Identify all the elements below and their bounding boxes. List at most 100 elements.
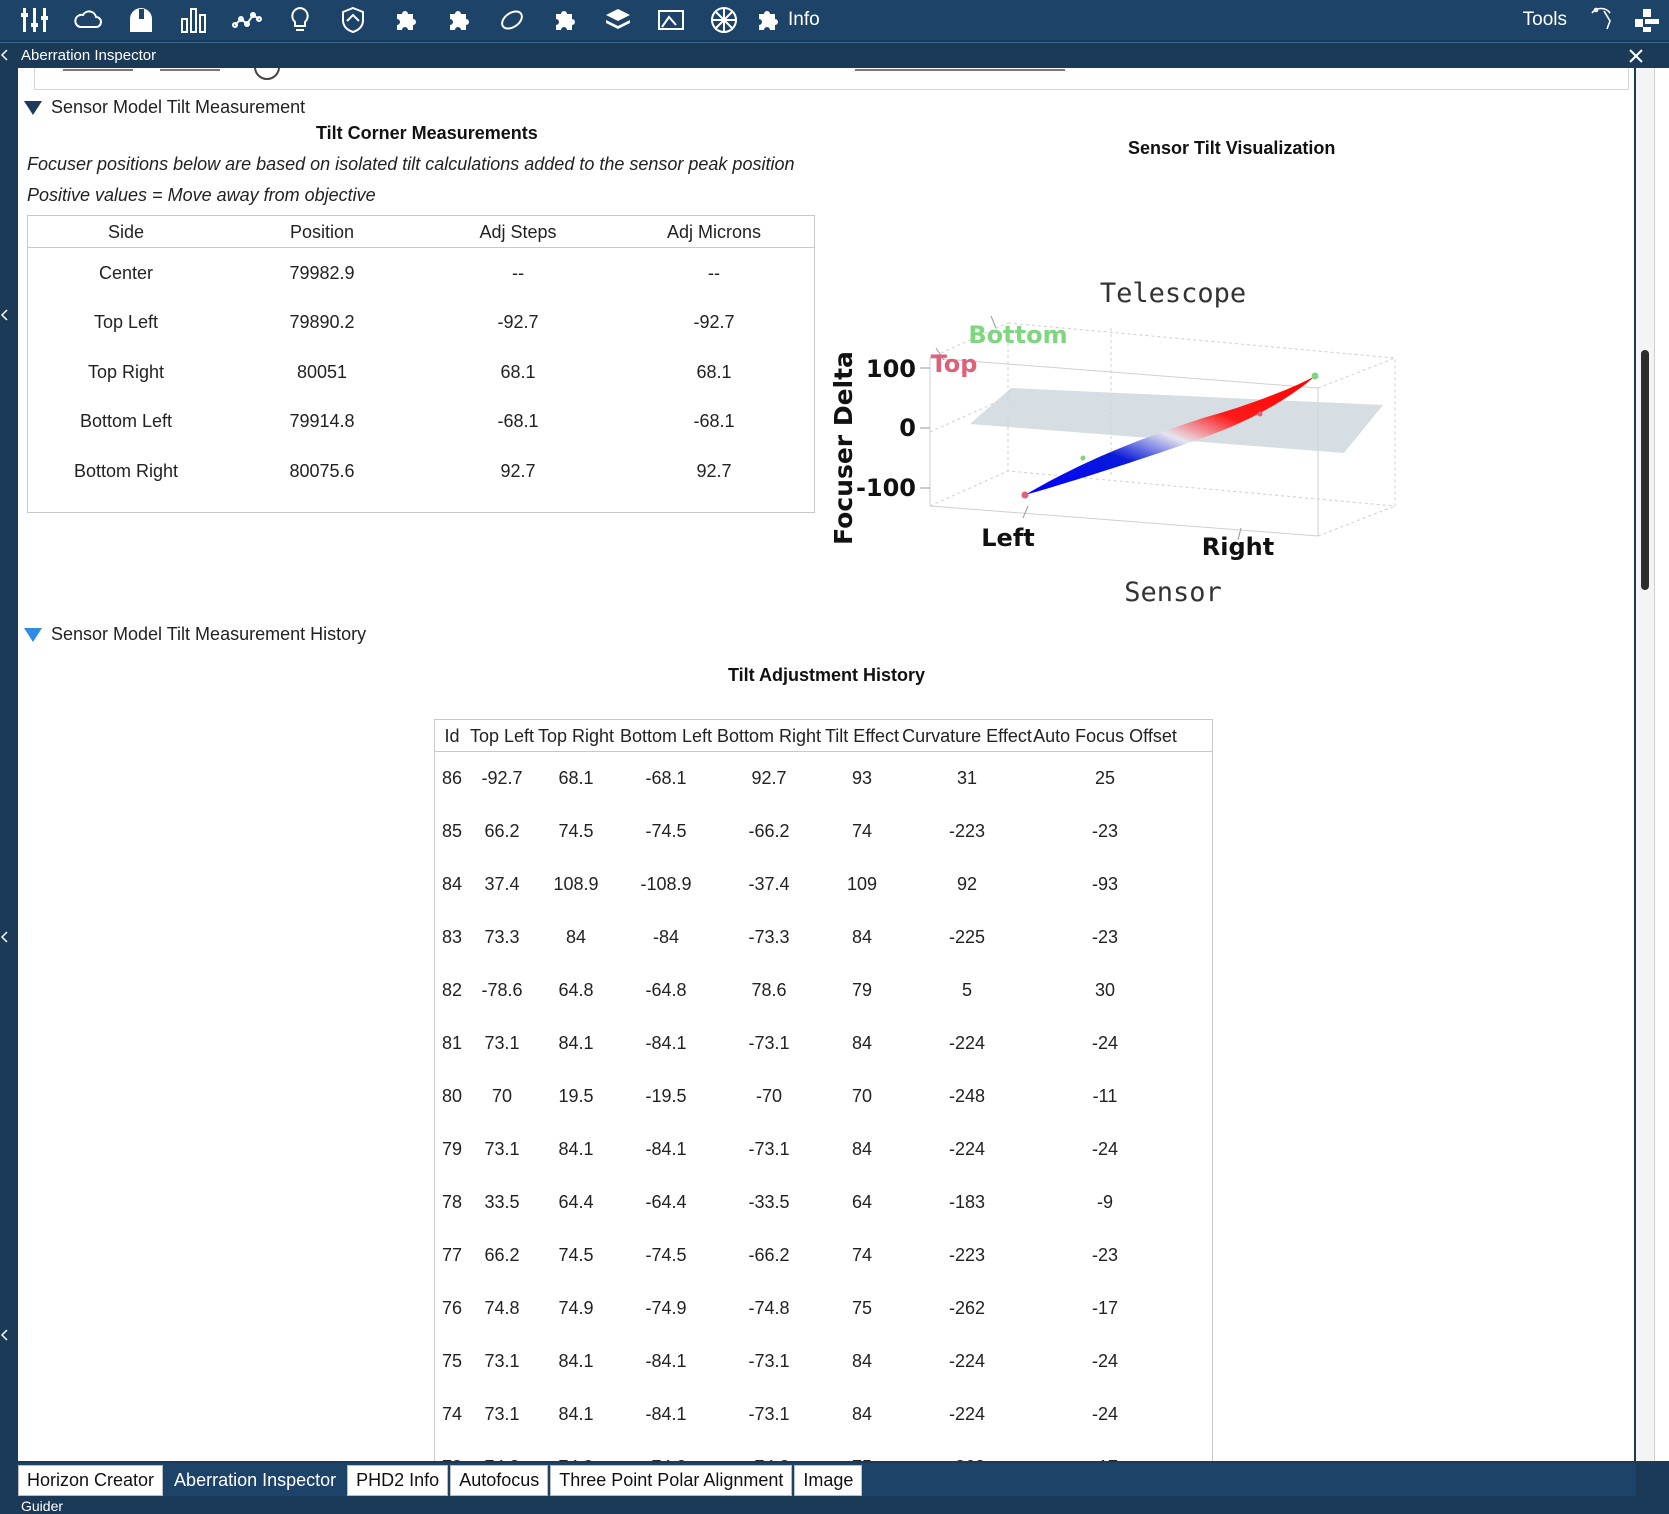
tab-image[interactable]: Image	[794, 1465, 863, 1496]
observatory-icon[interactable]	[114, 0, 167, 40]
table-cell: -64.8	[645, 980, 687, 1000]
column-header: Side	[107, 222, 145, 242]
table-row: 83 73.3 84 -84 -73.3 84 -225 -23	[435, 911, 1212, 964]
top-right-marker	[1311, 372, 1319, 380]
table-row: Top Left 79890.2 -92.7 -92.7	[28, 296, 814, 348]
table-cell: -17	[1092, 1457, 1118, 1461]
section-header-history[interactable]: Sensor Model Tilt Measurement History	[23, 624, 366, 645]
tab-aberration-inspector[interactable]: Aberration Inspector	[165, 1465, 346, 1496]
column-header: Bottom Right	[716, 726, 822, 746]
table-cell: 81	[441, 1033, 463, 1053]
table-cell: 84.1	[558, 1139, 594, 1159]
clipped-text	[855, 68, 1065, 71]
vertical-scrollbar[interactable]	[1636, 68, 1654, 1461]
graph-icon[interactable]	[220, 0, 273, 40]
equipment-sliders-icon[interactable]	[8, 0, 61, 40]
table-cell: 84	[851, 927, 873, 947]
table-cell: 70	[491, 1086, 513, 1106]
table-cell: -74.5	[645, 1245, 687, 1265]
tab-phd2-info[interactable]: PHD2 Info	[347, 1465, 449, 1496]
table-cell: 92.7	[696, 460, 732, 481]
section-header-tilt[interactable]: Sensor Model Tilt Measurement	[23, 97, 305, 118]
table-cell: 70	[851, 1086, 873, 1106]
table-cell: -84.1	[645, 1139, 687, 1159]
tab-three-point-polar-alignment[interactable]: Three Point Polar Alignment	[550, 1465, 793, 1496]
chart-title: Sensor Tilt Visualization	[1128, 138, 1336, 158]
table-cell: -37.4	[748, 874, 790, 894]
tools-telescope-icon[interactable]	[1581, 0, 1625, 40]
expanded-triangle-icon[interactable]	[23, 626, 43, 644]
table-cell: 78	[441, 1192, 463, 1212]
tilt-note-direction: Positive values = Move away from objecti…	[27, 185, 376, 205]
layers-icon[interactable]	[591, 0, 644, 40]
scrollbar-thumb[interactable]	[1641, 350, 1649, 590]
column-header: Tilt Effect	[824, 726, 900, 746]
table-row: 86 -92.7 68.1 -68.1 92.7 93 31 25	[435, 752, 1212, 805]
tilt-surface	[1025, 376, 1315, 495]
ring-icon[interactable]	[485, 0, 538, 40]
aberration-inspector-content: Sensor Model Tilt Measurement Tilt Corne…	[18, 68, 1634, 1461]
panel-layout-icon[interactable]	[1625, 0, 1669, 40]
compass-icon[interactable]	[697, 0, 750, 40]
table-cell: -84	[652, 927, 680, 947]
table-cell: 75	[851, 1298, 873, 1318]
table-cell: 25	[1094, 768, 1116, 788]
table-cell: -23	[1091, 821, 1119, 841]
tab-autofocus[interactable]: Autofocus	[450, 1465, 549, 1496]
table-cell: 64	[851, 1192, 873, 1212]
table-cell: 109	[846, 874, 878, 894]
table-cell: -108.9	[640, 874, 692, 894]
table-cell: 79	[851, 980, 873, 1000]
table-header: Id Top Left Top Right Bottom Left Bottom Rig…	[435, 720, 1212, 752]
table-cell: -224	[948, 1404, 986, 1424]
table-cell: -73.1	[748, 1139, 790, 1159]
shield-icon[interactable]	[326, 0, 379, 40]
table-cell: -11	[1092, 1086, 1118, 1106]
close-icon[interactable]	[1625, 45, 1647, 67]
info-label[interactable]: Info	[788, 9, 820, 30]
table-cell: 84	[851, 1351, 873, 1371]
table-cell: -66.2	[748, 1245, 790, 1265]
table-cell: -9	[1096, 1192, 1114, 1212]
table-cell: -93	[1091, 874, 1119, 894]
z-tick-label: -100	[856, 474, 916, 502]
center-marker	[1080, 455, 1086, 461]
table-cell: 79982.9	[289, 262, 355, 283]
info-puzzle-icon[interactable]	[750, 0, 786, 40]
table-cell: 92	[956, 874, 978, 894]
image-frame-icon[interactable]	[644, 0, 697, 40]
table-row: 76 74.8 74.9 -74.9 -74.8 75 -262 -17	[435, 1282, 1212, 1335]
table-cell: Top Right	[87, 361, 165, 382]
plugin-puzzle-icon[interactable]	[538, 0, 591, 40]
x-axis-label-left: Left	[981, 524, 1034, 552]
bottom-tab-bar: Horizon Creator Aberration Inspector PHD2 …	[18, 1463, 1636, 1496]
right-side-panel-edge	[1654, 68, 1669, 1461]
table-cell: 79914.8	[289, 410, 355, 431]
table-header: Side Position Adj Steps Adj Microns	[28, 216, 814, 248]
table-cell: -73.3	[748, 927, 790, 947]
tools-label[interactable]: Tools	[1522, 9, 1567, 30]
table-cell: 30	[1094, 980, 1116, 1000]
table-cell: 80051	[296, 361, 348, 382]
expanded-triangle-icon[interactable]	[23, 99, 43, 117]
section-header-tilt-label: Sensor Model Tilt Measurement	[51, 97, 306, 117]
left-edge-collapse-arrows[interactable]	[0, 42, 9, 1472]
table-cell: 75	[441, 1351, 463, 1371]
table-cell: 92.7	[751, 768, 787, 788]
tab-horizon-creator[interactable]: Horizon Creator	[18, 1465, 164, 1496]
table-row: 82 -78.6 64.8 -64.8 78.6 79 5 30	[435, 964, 1212, 1017]
column-header: Top Left	[469, 726, 535, 746]
table-cell: 73.1	[484, 1033, 520, 1053]
cloud-icon[interactable]	[61, 0, 114, 40]
table-cell: 37.4	[484, 874, 520, 894]
bar-chart-icon[interactable]	[167, 0, 220, 40]
plugin-puzzle-icon[interactable]	[379, 0, 432, 40]
table-cell: -19.5	[645, 1086, 687, 1106]
table-cell: 84	[441, 874, 463, 894]
table-cell: 78.6	[751, 980, 787, 1000]
table-cell: 74.5	[558, 821, 594, 841]
lightbulb-icon[interactable]	[273, 0, 326, 40]
table-cell: 68.1	[696, 361, 732, 382]
plugin-puzzle-icon[interactable]	[432, 0, 485, 40]
